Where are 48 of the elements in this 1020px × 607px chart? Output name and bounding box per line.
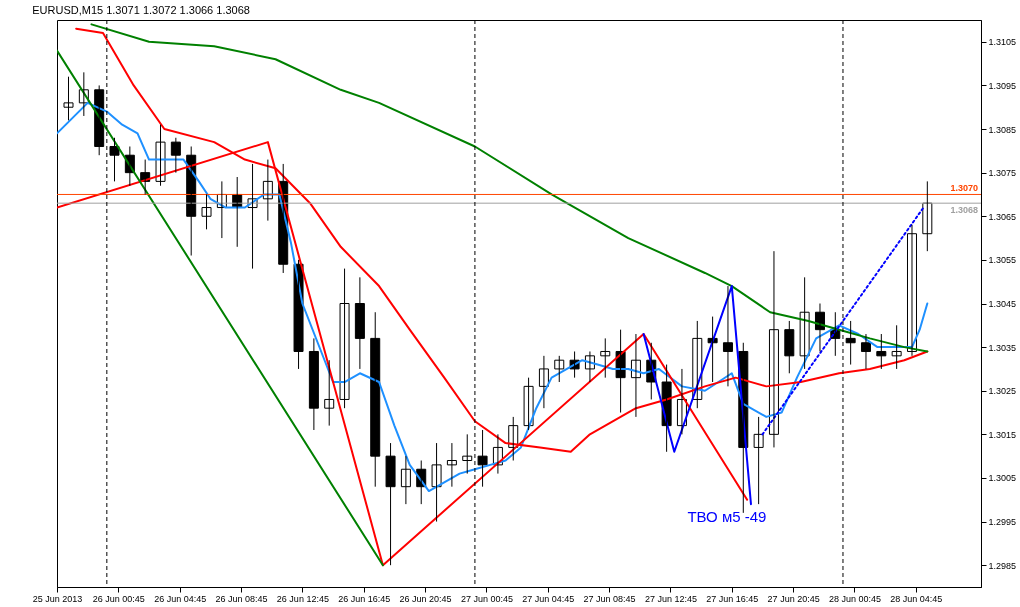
y-tick-label: 1.3015 [988,429,1017,440]
x-tick-label: 28 Jun 04:45 [890,593,943,604]
x-tick-label: 27 Jun 20:45 [767,593,820,604]
candlestick [155,124,166,187]
chart-title: EURUSD,M15 1.3071 1.3072 1.3066 1.3068 [32,3,250,16]
y-tick-label: 1.2995 [988,517,1017,528]
y-tick-label: 1.3045 [988,299,1017,309]
x-tick-label: 25 Jun 2013 [32,593,83,604]
x-tick-label: 28 Jun 00:45 [828,593,881,604]
ref-line-label: 1.3070 [950,183,978,194]
candlestick [385,442,396,566]
y-tick-label: 1.3035 [988,342,1017,353]
line-series [642,285,752,506]
candlestick [109,137,120,182]
candlestick [339,268,350,409]
x-tick-label: 27 Jun 08:45 [583,593,636,604]
y-tick-label: 1.3105 [988,37,1017,48]
x-tick-label: 27 Jun 04:45 [522,593,575,604]
candlestick [784,320,795,374]
x-tick-label: 26 Jun 04:45 [154,593,207,604]
x-tick-label: 26 Jun 00:45 [92,593,145,604]
candlestick [799,276,810,370]
y-tick-label: 1.3005 [988,473,1017,484]
y-tick-label: 1.3025 [988,386,1017,397]
candlestick [201,193,212,230]
candlestick [324,359,335,427]
x-tick-label: 26 Jun 08:45 [215,593,268,604]
y-tick-label: 1.3085 [988,124,1017,135]
y-tick-label: 1.3075 [988,168,1017,179]
x-tick-label: 27 Jun 16:45 [706,593,759,604]
y-tick-label: 1.3065 [988,211,1017,222]
candlestick [63,76,74,121]
y-tick-label: 1.3055 [988,255,1017,266]
ref-line-label: 1.3068 [950,205,978,216]
y-tick-label: 1.2985 [988,560,1017,571]
x-tick-label: 26 Jun 12:45 [276,593,329,604]
annotation: ТВО м5 -49 [687,508,767,526]
line-series [90,23,929,353]
candlestick [523,377,534,431]
x-tick-label: 26 Jun 20:45 [399,593,452,604]
candlestick [431,442,442,523]
x-tick-label: 27 Jun 12:45 [644,593,697,604]
y-tick-label: 1.3095 [988,80,1017,91]
candlestick [753,416,764,505]
x-tick-label: 27 Jun 00:45 [460,593,513,604]
x-tick-label: 26 Jun 16:45 [338,593,391,604]
candlestick [446,442,457,488]
candlestick [554,355,565,383]
